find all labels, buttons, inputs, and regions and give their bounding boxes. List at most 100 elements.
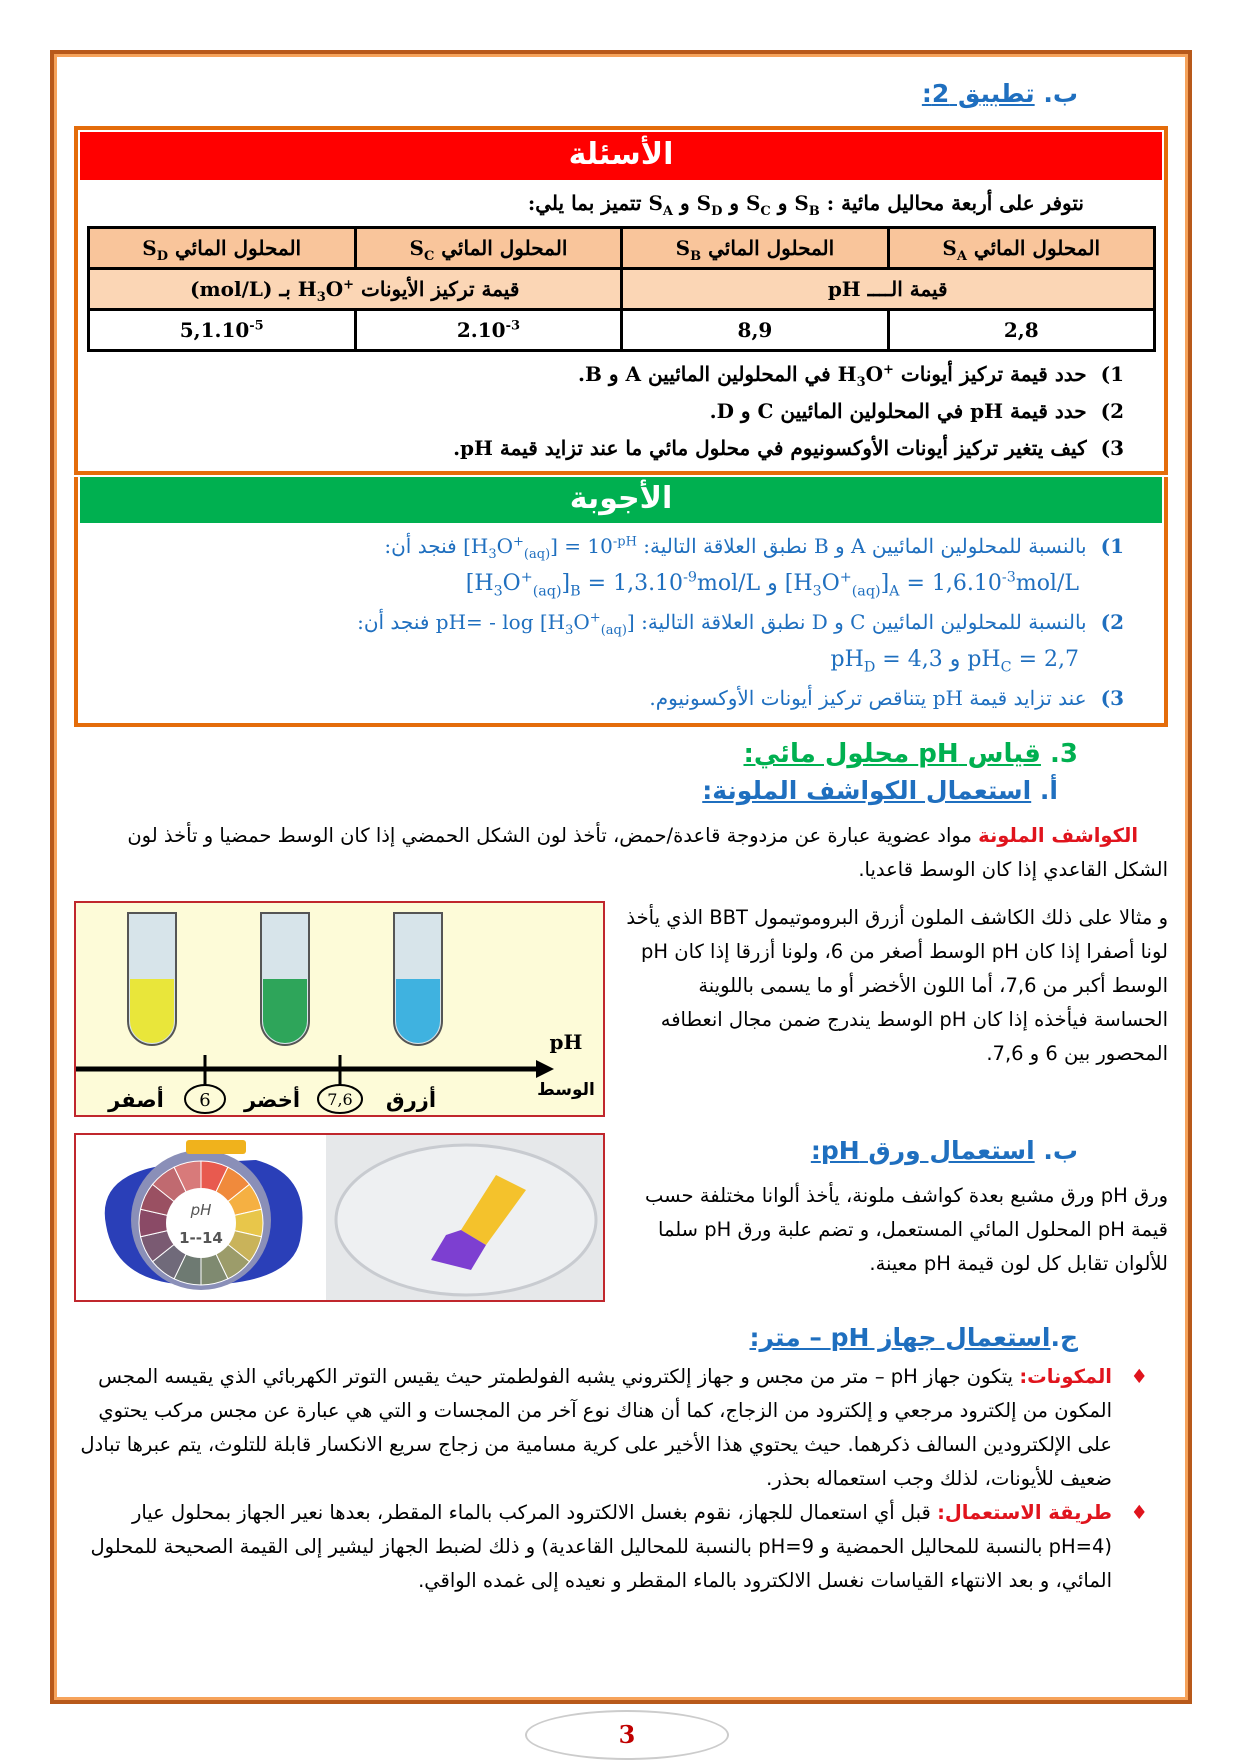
question-item: 3) كيف يتغير تركيز أيونات الأوكسونيوم في … <box>88 430 1124 467</box>
formula-sup: -5 <box>249 318 264 334</box>
q-text: كيف يتغير تركيز أيونات الأوكسونيوم في مح… <box>453 436 1087 460</box>
conc-formula: H3O+ <box>298 274 354 304</box>
solution-a-wrap: SA <box>648 186 673 220</box>
sub-b-heading: ب. استعمال ورق pH: <box>623 1133 1078 1169</box>
indicators-term: الكواشف الملونة <box>978 824 1138 847</box>
col-label: المحلول المائي <box>441 236 568 260</box>
questions-box: الأسئلة نتوفر على أربعة محاليل مائية : و… <box>74 126 1168 475</box>
formula-text: O <box>573 610 590 634</box>
formula-text: ] <box>880 571 890 596</box>
formula-sub: B <box>570 583 581 600</box>
formula-text: O <box>325 277 344 301</box>
bullet-usage: ♦ طريقة الاستعمال: قبل أي استعمال للجهاز… <box>74 1496 1148 1598</box>
formula-text: 2,8 <box>1003 318 1039 342</box>
formula-text: [H <box>465 571 494 596</box>
formula-text: و S <box>679 191 712 215</box>
diamond-bullet-icon: ♦ <box>1130 1365 1148 1388</box>
question-item: 2) حدد قيمة pH في المحلولين المائيين C و … <box>88 393 1124 430</box>
value-sd: 5,1.10-5 <box>86 308 357 352</box>
formula-text: H <box>297 277 317 301</box>
bbt-row: و مثالا على ذلك الكاشف الملون أزرق البرو… <box>74 901 1168 1117</box>
a-text-end: فنجد أن: <box>357 610 430 634</box>
formula-text: mol/L <box>697 571 761 596</box>
sub-prefix: أ. <box>1039 776 1058 805</box>
a-num: 1) <box>1100 534 1124 558</box>
sub-c-heading: ج.استعمال جهاز pH – متر: <box>74 1320 1078 1356</box>
col-sub: D <box>156 249 169 264</box>
ph-box-center <box>166 1188 236 1258</box>
sub-prefix: ج. <box>1050 1323 1078 1352</box>
a-text: بالنسبة للمحلولين المائيين C و D نطبق ال… <box>641 610 1087 634</box>
col-s: S <box>675 236 691 260</box>
col-label: المحلول المائي <box>708 236 835 260</box>
table-subheader-row: قيمة الــــ pH قيمة تركيز الأيونات H3O+ … <box>86 267 1156 311</box>
mark-6-label: 6 <box>199 1090 210 1111</box>
formula-text: pH <box>967 647 1001 672</box>
formula-sub: (aq) <box>532 583 562 600</box>
section-prefix: ب. <box>1043 79 1078 108</box>
ph-paper-svg: pH 1--14 <box>76 1135 603 1300</box>
answers-header: الأجوبة <box>80 477 1162 523</box>
value-sb: 8,9 <box>619 308 890 352</box>
formula-sup: + <box>589 610 601 626</box>
col-label: المحلول المائي <box>973 236 1101 260</box>
intro-text-end: تتميز بما يلي: <box>527 191 642 215</box>
table-header-row: المحلول المائي SA المحلول المائي SB المح… <box>86 226 1156 270</box>
formula-sub: D <box>711 204 723 219</box>
mark-76-circle <box>317 1084 363 1114</box>
solutions-table: المحلول المائي SA المحلول المائي SB المح… <box>86 226 1156 352</box>
tube-liquid <box>396 979 440 1043</box>
col-sub: B <box>690 249 702 264</box>
formula-sub: 3 <box>493 583 503 600</box>
q-text-end: في المحلولين المائيين A و B. <box>577 362 831 386</box>
sub-a-heading: أ. استعمال الكواشف الملونة: <box>74 773 1058 809</box>
formula-text: = 1,3.10 <box>580 571 684 596</box>
result-d: pHD = 4,3 <box>831 641 943 679</box>
zone-green-label: أخضر <box>243 1085 300 1112</box>
result-c: pHC = 2,7 <box>967 641 1079 679</box>
formula-text: O <box>502 571 521 596</box>
col-sd: المحلول المائي SD <box>86 226 357 270</box>
formula-text: pH= - log [H <box>435 610 566 634</box>
formula-sub: 3 <box>812 583 822 600</box>
sub-prefix: ب. <box>1043 1136 1078 1165</box>
intro-text: نتوفر على أربعة محاليل مائية : <box>826 191 1084 215</box>
formula-text: [H <box>784 571 813 596</box>
formula-sub: A <box>662 204 674 219</box>
formula-sub: 3 <box>316 290 326 305</box>
formula-text: = 4,3 <box>875 647 943 672</box>
answer-list: 1) بالنسبة للمحلولين المائيين A و B نطبق … <box>88 527 1124 717</box>
q-num: 3) <box>1100 436 1124 460</box>
solution-b: و SB <box>778 191 820 218</box>
formula-text: S <box>648 191 663 215</box>
ph-meter-list: ♦ المكونات: يتكون جهاز pH – متر من مجس و… <box>74 1360 1148 1598</box>
bbt-figure-svg: 6 7,6 أصفر أخضر أزرق pH الوسط <box>76 912 595 1114</box>
ph-paper-column: ب. استعمال ورق pH: ورق pH ورق مشبع بعدة … <box>623 1133 1168 1281</box>
solution-a: SA <box>648 191 673 218</box>
question-list: 1) حدد قيمة تركيز أيونات H3O+ في المحلولي… <box>88 356 1124 467</box>
section-b-heading: ب. تطبيق 2: <box>74 76 1078 112</box>
ph-strip-yellow <box>461 1175 526 1245</box>
col-s: S <box>942 236 957 260</box>
mark-76-label: 7,6 <box>327 1090 352 1109</box>
col-sub: C <box>423 249 435 264</box>
a-text: بالنسبة للمحلولين المائيين A و B نطبق ال… <box>643 534 1087 558</box>
ph-box-label: pH <box>190 1201 212 1219</box>
formula-sup: + <box>513 534 524 550</box>
zone-yellow-label: أصفر <box>107 1085 164 1112</box>
formula-text: = 1,6.10 <box>899 571 1002 596</box>
col-sc: المحلول المائي SC <box>353 226 623 270</box>
col-sub: A <box>956 249 967 264</box>
sub-title: استعمال ورق pH: <box>810 1136 1035 1165</box>
bullet-label: المكونات: <box>1019 1365 1112 1388</box>
a-formula: pH= - log [H3O+(aq)] <box>436 603 635 641</box>
test-tube <box>393 912 443 1046</box>
col-s: S <box>142 236 157 260</box>
q-text: حدد قيمة تركيز أيونات <box>900 362 1087 386</box>
solution-c: و SC <box>729 191 770 218</box>
formula-sub: C <box>1000 659 1012 676</box>
diamond-bullet-icon: ♦ <box>1130 1501 1148 1524</box>
test-tube <box>127 912 177 1046</box>
formula-text: [H <box>463 534 489 558</box>
